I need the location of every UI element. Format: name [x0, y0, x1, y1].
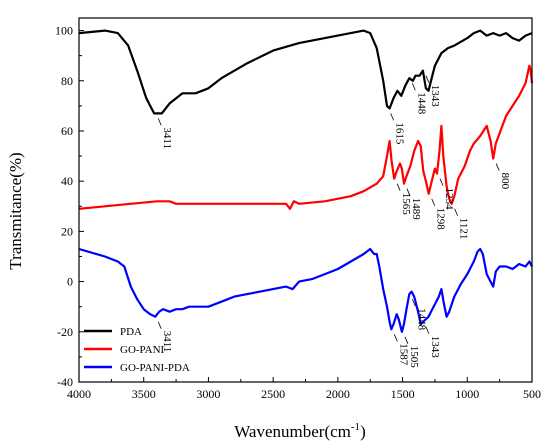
peak-label: 800: [499, 173, 511, 190]
peak-leader: [439, 178, 444, 186]
peak-leader: [425, 75, 430, 83]
y-tick-label: 40: [61, 174, 73, 188]
peak-leader: [411, 83, 416, 91]
x-tick-label: 2000: [326, 387, 350, 401]
x-tick-label: 3000: [196, 387, 220, 401]
peak-label: 1587: [397, 343, 409, 366]
peak-leader: [431, 198, 436, 206]
peak-leader: [390, 113, 395, 121]
peak-label: 1234: [443, 188, 455, 211]
peak-leader: [495, 163, 500, 171]
peak-label: 3411: [161, 331, 173, 353]
x-axis-title-sup: -1: [351, 421, 360, 433]
peak-label: 1615: [394, 122, 406, 144]
series-line-pda: [78, 29, 533, 115]
x-axis-title-close: ): [360, 422, 366, 441]
y-tick-label: 100: [55, 24, 73, 38]
series-layer: [78, 29, 534, 333]
peak-label: 1448: [415, 308, 427, 331]
x-axis-title: Wavenumber(cm-1): [234, 421, 365, 441]
y-tick-label: 20: [61, 224, 73, 238]
peak-leader: [393, 334, 398, 342]
plot-frame: [78, 17, 533, 383]
peak-leader: [396, 183, 401, 191]
peak-label: 1489: [410, 198, 422, 221]
x-tick-label: 1500: [391, 387, 415, 401]
peak-leader: [425, 326, 430, 334]
y-tick-label: 80: [61, 74, 73, 88]
peak-leader: [454, 208, 458, 216]
peak-label: 1298: [435, 208, 447, 231]
peak-leader: [157, 321, 162, 329]
y-axis-title: Transmitance(%): [6, 152, 25, 269]
peak-label: 1448: [415, 92, 427, 115]
peak-label: 3411: [161, 127, 173, 149]
x-tick-label: 500: [523, 387, 541, 401]
peak-leader: [406, 188, 411, 196]
peak-label: 1343: [429, 336, 441, 359]
x-tick-label: 1000: [455, 387, 479, 401]
legend-label: PDA: [120, 326, 142, 338]
y-tick-label: 0: [67, 275, 73, 289]
axes-layer: 4000 3500 3000 2500 2000 1500 1000 500 -40 -20 0 20…: [55, 17, 541, 401]
legend-label: GO-PANI-PDA: [120, 362, 190, 374]
series-line-go-pani-pda: [78, 247, 533, 333]
x-tick-label: 2500: [261, 387, 285, 401]
peak-leader: [411, 298, 416, 307]
x-tick-label: 4000: [67, 387, 91, 401]
x-tick-label: 3500: [132, 387, 156, 401]
peak-label: 1565: [400, 193, 412, 216]
peak-label: 1121: [458, 218, 470, 240]
series-line-go-pani: [78, 64, 534, 210]
legend-label: GO-PANI: [120, 344, 165, 356]
peak-label: 1343: [429, 85, 441, 108]
peak-leader: [404, 336, 409, 344]
x-axis-title-main: Wavenumber(cm: [234, 422, 351, 441]
peak-leader: [157, 118, 162, 126]
legend: PDA GO-PANI GO-PANI-PDA: [84, 326, 190, 374]
y-tick-label: -20: [57, 325, 73, 339]
y-tick-label: 60: [61, 124, 73, 138]
peak-label: 1505: [408, 346, 420, 369]
y-tick-label: -40: [57, 375, 73, 389]
